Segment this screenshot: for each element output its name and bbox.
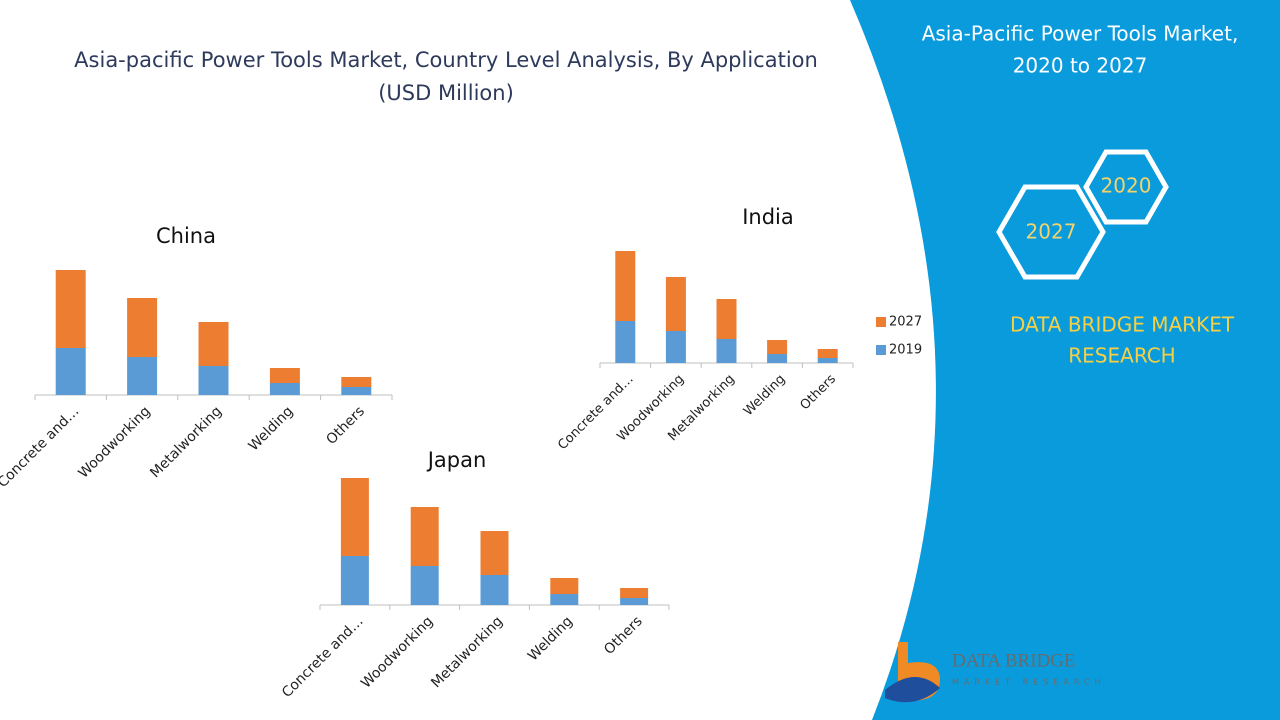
x-tick-label: Others: [323, 403, 368, 448]
bar-segment: [550, 578, 579, 594]
legend-swatch: [876, 317, 886, 327]
chart-title: Japan: [426, 448, 487, 472]
brand-text: DATA BRIDGE MARKET: [1010, 313, 1235, 337]
bar-segment: [410, 507, 439, 566]
bar-segment: [716, 339, 737, 363]
bar-segment: [665, 331, 686, 363]
bar-segment: [716, 299, 737, 339]
bar-segment: [665, 277, 686, 331]
bar-segment: [127, 357, 158, 395]
panel-title: 2020 to 2027: [1013, 54, 1148, 78]
x-tick-label: Metalworking: [147, 403, 225, 481]
bar-segment: [817, 358, 838, 363]
x-tick-label: Concrete and…: [0, 403, 82, 491]
x-tick-label: Woodworking: [76, 403, 154, 481]
legend-label: 2027: [889, 315, 922, 330]
x-tick-label: Welding: [741, 372, 788, 419]
bar-segment: [817, 349, 838, 358]
logo-name: DATA BRIDGE: [952, 650, 1076, 671]
bar-segment: [615, 321, 636, 363]
bar-segment: [410, 566, 439, 605]
hex-label: 2027: [1026, 220, 1077, 244]
hexagon: [1083, 149, 1169, 225]
bar-segment: [198, 322, 229, 366]
bar-segment: [55, 270, 86, 348]
logo-shape: [885, 676, 940, 703]
legend-label: 2019: [889, 343, 922, 358]
bar-segment: [340, 478, 369, 556]
slide-title: Asia-pacific Power Tools Market, Country…: [74, 48, 818, 72]
bar-segment: [269, 383, 300, 395]
x-tick-label: Woodworking: [358, 613, 436, 691]
x-tick-label: Concrete and…: [279, 613, 367, 701]
x-tick-label: Others: [798, 372, 840, 414]
bar-segment: [55, 348, 86, 395]
bar-segment: [767, 340, 788, 354]
logo-sub: MARKET RESEARCH: [952, 678, 1106, 687]
slide-title: (USD Million): [378, 81, 514, 105]
bar-segment: [341, 377, 372, 387]
bar-segment: [615, 251, 636, 321]
x-tick-label: Welding: [525, 613, 576, 664]
side-panel: [850, 0, 1280, 720]
chart-title: India: [742, 205, 794, 229]
x-tick-label: Welding: [246, 403, 297, 454]
panel-title: Asia-Pacific Power Tools Market,: [922, 22, 1239, 46]
bar-segment: [767, 354, 788, 363]
bar-segment: [550, 594, 579, 605]
bar-segment: [340, 556, 369, 605]
x-tick-label: Metalworking: [428, 613, 506, 691]
brand-text: RESEARCH: [1068, 344, 1175, 368]
bar-segment: [480, 531, 509, 575]
x-tick-label: Others: [601, 613, 646, 658]
bar-segment: [127, 298, 158, 357]
legend-swatch: [876, 345, 886, 355]
bar-segment: [341, 387, 372, 395]
logo: DATA BRIDGE MARKET RESEARCH: [885, 642, 1106, 703]
hexagon: [996, 184, 1106, 280]
bar-segment: [620, 598, 649, 605]
bar-segment: [480, 575, 509, 605]
hex-label: 2020: [1101, 174, 1152, 198]
bar-segment: [198, 366, 229, 395]
chart-title: China: [156, 224, 216, 248]
bar-segment: [620, 588, 649, 598]
bar-segment: [269, 368, 300, 383]
